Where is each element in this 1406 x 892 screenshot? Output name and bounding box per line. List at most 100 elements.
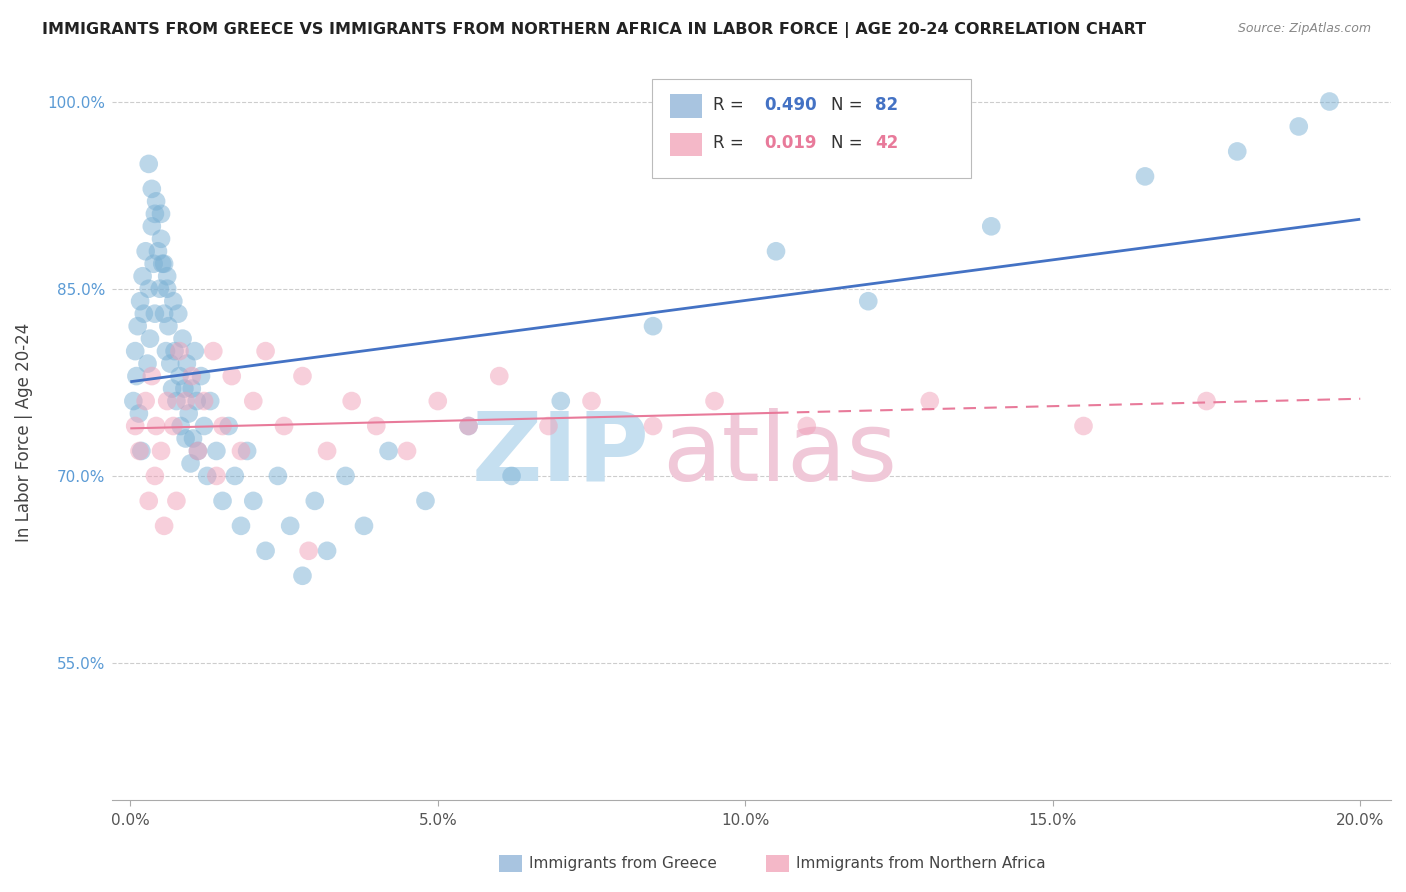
Text: Immigrants from Greece: Immigrants from Greece [529, 856, 717, 871]
Point [135, 244, 157, 259]
Point [153, 257, 176, 271]
Point [165, 494, 187, 508]
Point [141, 369, 163, 384]
Point [145, 194, 167, 209]
Point [145, 419, 167, 434]
Point [176, 357, 198, 371]
Text: 42: 42 [876, 134, 898, 152]
Text: N =: N = [831, 134, 868, 152]
Point [980, 219, 1002, 234]
Point [131, 444, 153, 458]
Point [1195, 394, 1218, 409]
Point [918, 394, 941, 409]
Point [141, 219, 163, 234]
Point [174, 432, 197, 446]
Point [135, 394, 157, 409]
Text: ZIP: ZIP [471, 408, 650, 500]
Point [211, 494, 233, 508]
Text: 0.019: 0.019 [765, 134, 817, 152]
Point [550, 394, 572, 409]
Point [131, 269, 153, 284]
Point [488, 369, 510, 384]
Point [124, 419, 146, 434]
Bar [766, 855, 789, 872]
Point [229, 519, 252, 533]
Point [426, 394, 449, 409]
Point [146, 244, 169, 259]
Point [457, 419, 479, 434]
Point [211, 419, 233, 434]
Point [316, 444, 339, 458]
Point [858, 294, 880, 309]
Point [242, 394, 264, 409]
Point [200, 394, 222, 409]
Point [221, 369, 243, 384]
Point [160, 382, 183, 396]
Point [395, 444, 418, 458]
Text: 82: 82 [876, 95, 898, 113]
Point [169, 369, 191, 384]
Point [169, 344, 191, 359]
Point [316, 544, 339, 558]
Point [1319, 95, 1341, 109]
Point [537, 419, 560, 434]
Point [353, 519, 375, 533]
FancyBboxPatch shape [651, 78, 972, 178]
Point [291, 369, 314, 384]
Point [122, 394, 145, 409]
Point [415, 494, 437, 508]
Point [335, 469, 357, 483]
Point [1226, 145, 1249, 159]
Text: R =: R = [713, 134, 749, 152]
Text: atlas: atlas [662, 408, 897, 500]
Point [153, 307, 176, 321]
Y-axis label: In Labor Force | Age 20-24: In Labor Force | Age 20-24 [15, 323, 32, 541]
Point [181, 432, 204, 446]
Point [156, 394, 179, 409]
Point [162, 294, 184, 309]
Point [163, 344, 186, 359]
Point [205, 469, 228, 483]
Point [205, 444, 228, 458]
Point [138, 282, 160, 296]
Point [177, 407, 200, 421]
Point [187, 444, 209, 458]
Point [190, 369, 212, 384]
Point [267, 469, 290, 483]
Point [156, 282, 179, 296]
Point [124, 344, 146, 359]
Point [155, 344, 177, 359]
Point [291, 568, 314, 582]
Point [796, 419, 818, 434]
Point [174, 394, 197, 409]
Bar [499, 855, 522, 872]
Point [1288, 120, 1310, 134]
Point [703, 394, 725, 409]
Point [641, 319, 664, 334]
Point [340, 394, 363, 409]
Point [304, 494, 326, 508]
Point [187, 444, 209, 458]
Point [132, 307, 155, 321]
Point [273, 419, 295, 434]
Point [236, 444, 259, 458]
Point [143, 307, 166, 321]
Point [180, 369, 202, 384]
Point [501, 469, 523, 483]
Point [143, 207, 166, 221]
Text: IMMIGRANTS FROM GREECE VS IMMIGRANTS FROM NORTHERN AFRICA IN LABOR FORCE | AGE 2: IMMIGRANTS FROM GREECE VS IMMIGRANTS FRO… [42, 22, 1146, 38]
Point [149, 282, 172, 296]
Point [242, 494, 264, 508]
Point [136, 357, 159, 371]
Point [180, 382, 202, 396]
Point [162, 419, 184, 434]
Point [254, 344, 277, 359]
Point [193, 419, 215, 434]
Point [765, 244, 787, 259]
Point [150, 207, 173, 221]
Point [142, 257, 165, 271]
Point [157, 319, 180, 334]
Point [581, 394, 603, 409]
Text: R =: R = [713, 95, 749, 113]
Point [457, 419, 479, 434]
